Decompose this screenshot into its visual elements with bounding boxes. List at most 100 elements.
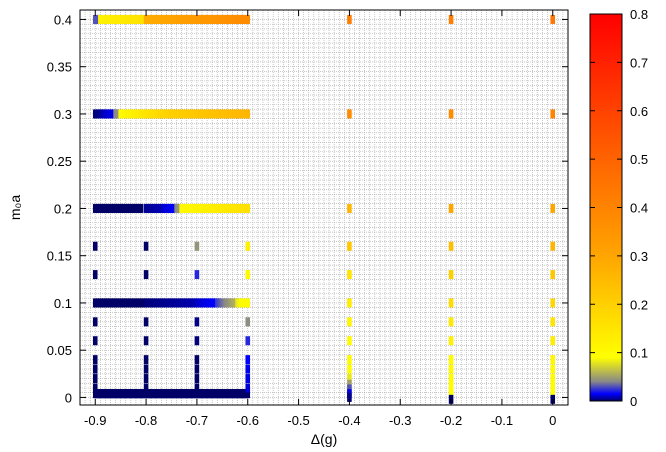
heatmap-point xyxy=(245,270,251,280)
heatmap-point xyxy=(550,381,556,391)
y-tick-label: 0.3 xyxy=(54,107,72,122)
heatmap-point xyxy=(194,355,200,365)
y-tick-label: 0.25 xyxy=(47,154,72,169)
heatmap-point xyxy=(347,317,352,327)
heatmap-point xyxy=(550,336,556,346)
heatmap-strip-cell xyxy=(245,389,251,399)
heatmap-point xyxy=(550,270,556,280)
heatmap-point xyxy=(194,374,200,384)
heatmap-point xyxy=(448,364,454,374)
heatmap-point xyxy=(347,203,352,213)
heatmap-point xyxy=(448,298,454,308)
heatmap-point xyxy=(143,355,149,365)
heatmap-point xyxy=(245,355,251,365)
x-tick-label: -0.5 xyxy=(287,413,309,428)
heatmap-point xyxy=(448,203,454,213)
heatmap-point xyxy=(448,317,454,327)
heatmap-point xyxy=(550,374,556,384)
x-axis-title: Δ(g) xyxy=(311,431,337,447)
y-tick-label: 0.35 xyxy=(47,60,72,75)
heatmap-point xyxy=(245,317,251,327)
data-marks xyxy=(92,14,556,404)
colorbar-gradient xyxy=(589,13,623,402)
heatmap-point xyxy=(347,298,352,308)
heatmap-point xyxy=(448,381,454,391)
heatmap-point xyxy=(347,384,352,394)
heatmap-strip-cell xyxy=(245,109,251,119)
heatmap-point xyxy=(194,364,200,374)
heatmap-point xyxy=(550,241,556,251)
y-tick-label: 0.2 xyxy=(54,201,72,216)
heatmap-point xyxy=(550,317,556,327)
heatmap-point xyxy=(143,336,149,346)
heatmap-point xyxy=(448,355,454,365)
x-axis: -0.9 -0.8 -0.7 -0.6 -0.5 -0.4 -0.3 -0.2 -0.1 0 xyxy=(84,10,556,428)
heatmap-point xyxy=(143,241,149,251)
colorbar: 0 0.1 0.2 0.3 0.4 0.5 0.6 0.7 0.8 xyxy=(589,7,648,409)
x-tick-label: -0.6 xyxy=(237,413,259,428)
x-tick-label: -0.8 xyxy=(135,413,157,428)
heatmap-point xyxy=(550,298,556,308)
heatmap-point xyxy=(92,355,98,365)
heatmap-point xyxy=(448,336,454,346)
grid-lines xyxy=(80,10,568,405)
colorbar-tick-label: 0.6 xyxy=(630,104,648,119)
colorbar-tick-label: 0.2 xyxy=(630,297,648,312)
heatmap-strip-cell xyxy=(245,298,251,308)
heatmap-point xyxy=(347,392,352,402)
heatmap-point xyxy=(194,241,200,251)
heatmap-point xyxy=(92,364,98,374)
heatmap-point xyxy=(92,336,98,346)
x-tick-label: -0.1 xyxy=(491,413,513,428)
heatmap-point xyxy=(347,270,352,280)
y-tick-label: 0 xyxy=(65,390,72,405)
y-tick-label: 0.4 xyxy=(54,12,72,27)
plot-area xyxy=(79,9,569,406)
heatmap-point xyxy=(550,355,556,365)
heatmap-point xyxy=(550,14,556,24)
heatmap-point xyxy=(92,374,98,384)
heatmap-point xyxy=(347,374,352,384)
heatmap-point xyxy=(448,270,454,280)
y-tick-label: 0.15 xyxy=(47,249,72,264)
heatmap-strip-cell xyxy=(245,203,251,213)
heatmap-point xyxy=(347,336,352,346)
heatmap-point xyxy=(194,317,200,327)
heatmap-point xyxy=(448,388,454,398)
heatmap-point xyxy=(347,14,352,24)
heatmap-point xyxy=(92,317,98,327)
heatmap-strip-cell xyxy=(138,203,144,213)
x-tick-label: -0.7 xyxy=(186,413,208,428)
colorbar-tick-label: 0.4 xyxy=(630,201,648,216)
y-tick-label: 0.1 xyxy=(54,296,72,311)
heatmap-point xyxy=(347,241,352,251)
heatmap-point xyxy=(143,317,149,327)
colorbar-tick-label: 0.5 xyxy=(630,152,648,167)
heatmap-point xyxy=(194,383,200,393)
heatmap-point xyxy=(550,203,556,213)
heatmap-strip-cell xyxy=(245,14,251,24)
heatmap-point xyxy=(550,388,556,398)
heatmap-point xyxy=(194,270,200,280)
heatmap-point xyxy=(92,270,98,280)
heatmap-point xyxy=(550,364,556,374)
heatmap-point xyxy=(245,241,251,251)
heatmap-point xyxy=(143,364,149,374)
heatmap-point xyxy=(347,355,352,365)
heatmap-point xyxy=(448,109,454,119)
colorbar-ticks: 0 0.1 0.2 0.3 0.4 0.5 0.6 0.7 0.8 xyxy=(590,7,648,409)
heatmap-point xyxy=(245,383,251,393)
colorbar-tick-label: 0 xyxy=(630,394,637,409)
heatmap-point xyxy=(550,109,556,119)
heatmap-point xyxy=(448,241,454,251)
x-tick-label: 0 xyxy=(549,413,556,428)
y-axis: 0 0.05 0.1 0.15 0.2 0.25 0.3 0.35 0.4 xyxy=(47,12,568,405)
heatmap-point xyxy=(143,383,149,393)
heatmap-point xyxy=(245,336,251,346)
heatmap-point xyxy=(448,14,454,24)
x-tick-label: -0.3 xyxy=(389,413,411,428)
heatmap-point xyxy=(347,109,352,119)
heatmap-point xyxy=(245,374,251,384)
colorbar-tick-label: 0.1 xyxy=(630,346,648,361)
